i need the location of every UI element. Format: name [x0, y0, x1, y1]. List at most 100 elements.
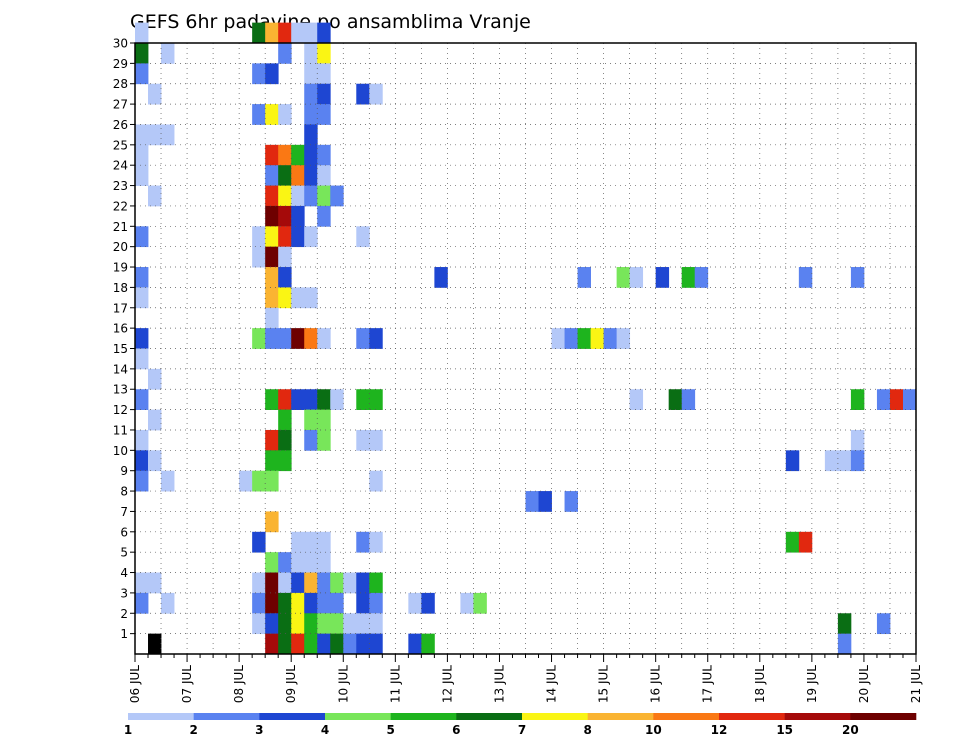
- heatmap-cell: [135, 124, 149, 146]
- heatmap-cell: [278, 572, 292, 594]
- y-tick-label: 30: [113, 37, 128, 51]
- y-tick-label: 17: [113, 301, 128, 315]
- heatmap-cell: [252, 104, 266, 125]
- heatmap-cell: [304, 389, 318, 410]
- heatmap-cell: [278, 226, 292, 248]
- heatmap-cell: [369, 328, 383, 349]
- heatmap-cell: [252, 572, 266, 594]
- heatmap-cell: [148, 572, 162, 594]
- heatmap-cell: [278, 429, 292, 451]
- heatmap-cell: [252, 226, 266, 248]
- heatmap-cell: [577, 328, 591, 349]
- heatmap-cell: [538, 491, 552, 512]
- heatmap-cell: [148, 633, 162, 655]
- heatmap-cell: [265, 613, 279, 635]
- heatmap-cell: [265, 511, 279, 533]
- heatmap-cell: [291, 22, 305, 44]
- heatmap-cell: [317, 22, 331, 44]
- y-tick-label: 27: [113, 98, 128, 112]
- legend-swatch: [390, 713, 457, 720]
- y-tick-label: 9: [120, 464, 128, 478]
- heatmap-cell: [278, 592, 292, 614]
- heatmap-cell: [265, 633, 279, 655]
- heatmap-cell: [369, 572, 383, 594]
- heatmap-cell: [304, 552, 318, 573]
- y-tick-label: 28: [113, 77, 128, 91]
- y-tick-label: 1: [120, 627, 128, 641]
- heatmap-cell: [434, 267, 448, 288]
- heatmap-cell: [577, 267, 591, 288]
- heatmap-cell: [629, 389, 644, 410]
- legend-swatch: [522, 713, 588, 720]
- heatmap-cell: [356, 613, 370, 635]
- heatmap-cell: [837, 450, 852, 472]
- heatmap-cell: [135, 43, 149, 64]
- heatmap-cell: [304, 43, 318, 64]
- heatmap-cell: [369, 531, 383, 553]
- heatmap-cell: [304, 572, 318, 594]
- heatmap-cell: [291, 531, 305, 553]
- heatmap-cell: [161, 592, 175, 614]
- heatmap-cell: [135, 470, 149, 492]
- heatmap-cell: [304, 328, 318, 349]
- heatmap-cell: [278, 246, 292, 268]
- y-tick-label: 23: [113, 179, 128, 193]
- heatmap-cell: [252, 470, 266, 492]
- color-legend: 1 2 3 4 5 6 7 8 10 12 15 20: [124, 713, 917, 737]
- heatmap-cell: [317, 429, 331, 451]
- heatmap-cell: [278, 43, 292, 64]
- heatmap-cell: [317, 572, 331, 594]
- heatmap-cell: [304, 592, 318, 614]
- heatmap-cell: [291, 592, 305, 614]
- legend-swatch: [850, 713, 917, 720]
- heatmap-cell: [564, 491, 578, 512]
- heatmap-cell: [291, 389, 305, 410]
- heatmap-cell: [265, 226, 279, 248]
- heatmap-cell: [265, 185, 279, 207]
- heatmap-cell: [304, 531, 318, 553]
- x-axis: 06 JUL 07 JUL 08 JUL 09 JUL 10 JUL 11 JUL 12 J…: [128, 654, 923, 703]
- heatmap-cell: [798, 531, 813, 553]
- heatmap-cell: [304, 22, 318, 44]
- heatmap-cell: [785, 450, 800, 472]
- heatmap-cell: [265, 389, 279, 410]
- heatmap-cell: [278, 185, 292, 207]
- heatmap-cell: [265, 144, 279, 166]
- legend-swatch: [193, 713, 260, 720]
- heatmap-cell: [265, 552, 279, 573]
- heatmap-cell: [317, 83, 331, 105]
- heatmap-cell: [616, 267, 631, 288]
- heatmap-cell: [135, 144, 149, 166]
- heatmap-cell: [317, 531, 331, 553]
- y-tick-label: 19: [113, 261, 128, 275]
- heatmap-cell: [265, 246, 279, 268]
- heatmap-cell: [304, 144, 318, 166]
- heatmap-cell: [135, 572, 149, 594]
- heatmap-cell: [317, 43, 331, 64]
- heatmap-cell: [135, 287, 149, 309]
- x-tick-label: 09 JUL: [284, 665, 298, 703]
- heatmap-cell: [135, 429, 149, 451]
- heatmap-cell: [356, 572, 370, 594]
- x-tick-label: 10 JUL: [336, 665, 350, 703]
- heatmap-cell: [317, 389, 331, 410]
- heatmap-cell: [824, 450, 839, 472]
- heatmap-cell: [629, 267, 644, 288]
- heatmap-cell: [304, 613, 318, 635]
- heatmap-cell: [265, 572, 279, 594]
- heatmap-cell: [694, 267, 709, 288]
- heatmap-cell: [850, 429, 865, 451]
- heatmap-cell: [525, 491, 539, 512]
- heatmap-cell: [135, 22, 149, 44]
- heatmap-cell: [278, 22, 292, 44]
- legend-label: 15: [776, 723, 793, 737]
- heatmap-cell: [252, 531, 266, 553]
- heatmap-cell: [356, 226, 370, 248]
- heatmap-cell: [291, 287, 305, 309]
- heatmap-cell: [876, 389, 891, 410]
- heatmap-cell: [291, 205, 305, 227]
- heatmap-cell: [265, 450, 279, 472]
- legend-label: 20: [842, 723, 859, 737]
- legend-swatch: [587, 713, 654, 720]
